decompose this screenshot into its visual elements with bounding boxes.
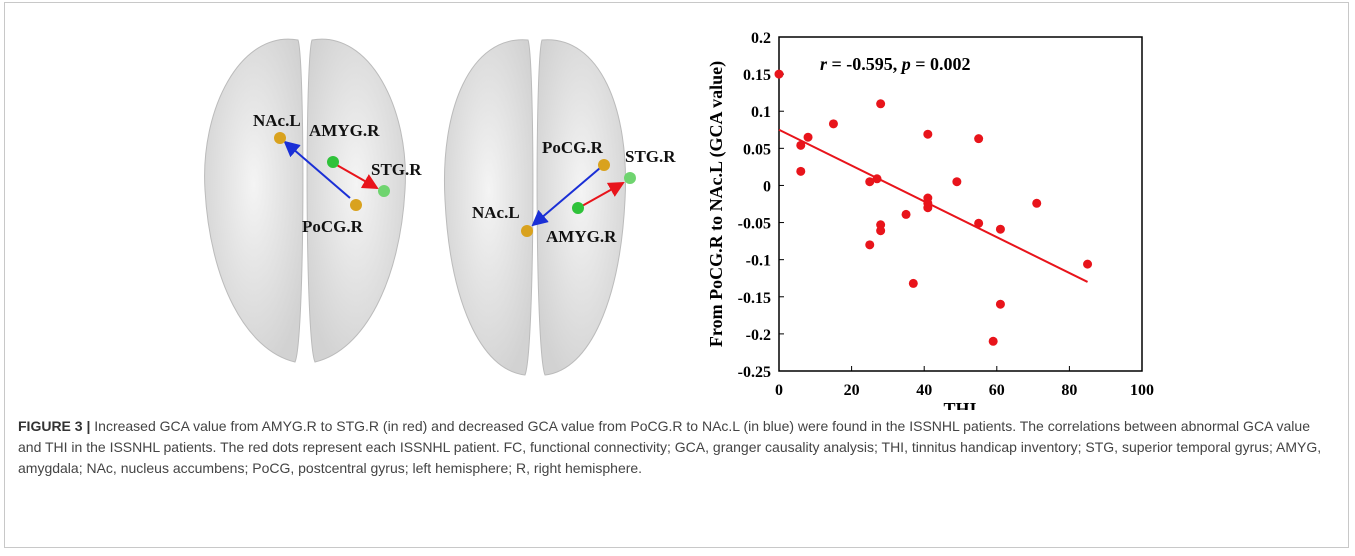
annotation-part: p: [900, 54, 911, 74]
node-label: NAc.L: [253, 111, 301, 130]
annotation-part: = 0.002: [911, 54, 971, 74]
x-tick-label: 100: [1130, 382, 1154, 399]
annotation-part: = -0.595,: [827, 54, 902, 74]
data-point: [952, 177, 962, 187]
data-point: [876, 226, 886, 236]
data-point: [796, 140, 806, 150]
data-point: [995, 224, 1005, 234]
data-point: [828, 119, 838, 129]
node: [624, 172, 636, 184]
y-tick-label: 0.2: [751, 30, 771, 47]
y-tick-label: 0: [763, 178, 771, 195]
y-tick-label: 0.05: [743, 141, 771, 158]
node-label: PoCG.R: [302, 217, 364, 236]
figure: NAc.L AMYG.R STG.R PoCG.R PoCG.R STG.R N…: [204, 30, 1154, 410]
node-label: PoCG.R: [542, 138, 604, 157]
data-point: [796, 166, 806, 176]
data-point: [923, 203, 933, 213]
node-label: AMYG.R: [546, 227, 617, 246]
y-tick-label: -0.1: [746, 253, 771, 270]
node-label: STG.R: [625, 147, 676, 166]
data-point: [876, 99, 886, 109]
data-point: [974, 218, 984, 228]
node: [350, 199, 362, 211]
x-tick-label: 20: [844, 382, 860, 399]
data-point: [923, 129, 933, 139]
x-tick-label: 40: [916, 382, 932, 399]
x-axis-label: THI: [943, 399, 976, 410]
caption-label: FIGURE 3 |: [18, 418, 91, 434]
hemisphere: [443, 39, 534, 376]
annotation: r = -0.595, p = 0.002: [820, 54, 971, 74]
plot-frame: [778, 36, 1143, 372]
data-point: [974, 134, 984, 144]
x-tick-label: 80: [1061, 382, 1077, 399]
data-point: [901, 209, 911, 219]
node: [521, 225, 533, 237]
node-label: NAc.L: [472, 203, 520, 222]
x-tick-label: 0: [775, 382, 783, 399]
data-point: [995, 299, 1005, 309]
connection-arrow: [334, 163, 379, 189]
data-point: [774, 69, 784, 79]
y-tick-label: -0.2: [746, 327, 771, 344]
connection-arrow: [581, 182, 625, 207]
y-tick-label: 0.1: [751, 104, 771, 121]
node: [378, 185, 390, 197]
scatter-chart: r = -0.595, p = 0.002 THI From PoCG.R to…: [706, 30, 1154, 410]
y-tick-label: -0.25: [738, 364, 771, 381]
y-tick-label: 0.15: [743, 67, 771, 84]
node: [598, 159, 610, 171]
caption: FIGURE 3 | Increased GCA value from AMYG…: [18, 416, 1336, 479]
data-point: [908, 278, 918, 288]
y-axis-label: From PoCG.R to NAc.L (GCA value): [706, 61, 727, 347]
caption-text: Increased GCA value from AMYG.R to STG.R…: [18, 418, 1322, 476]
hemisphere: [204, 38, 304, 363]
figure-frame: [4, 2, 1349, 548]
fit-line: [778, 128, 1088, 283]
data-point: [1032, 198, 1042, 208]
x-tick-label: 60: [989, 382, 1005, 399]
brain-view-2: PoCG.R STG.R NAc.L AMYG.R: [443, 39, 676, 376]
annotation-part: r: [820, 54, 828, 74]
y-tick-label: -0.15: [738, 290, 771, 307]
node: [327, 156, 339, 168]
brain-view-1: NAc.L AMYG.R STG.R PoCG.R: [204, 38, 422, 363]
node: [572, 202, 584, 214]
data-point: [865, 177, 875, 187]
connection-arrow: [531, 167, 601, 227]
data-point: [803, 132, 813, 142]
data-point: [865, 240, 875, 250]
data-point: [1083, 259, 1093, 269]
node-label: STG.R: [371, 160, 422, 179]
data-point: [872, 174, 882, 184]
data-point: [988, 336, 998, 346]
node: [274, 132, 286, 144]
y-tick-label: -0.05: [738, 216, 771, 233]
connection-arrow: [283, 140, 351, 199]
node-label: AMYG.R: [309, 121, 380, 140]
